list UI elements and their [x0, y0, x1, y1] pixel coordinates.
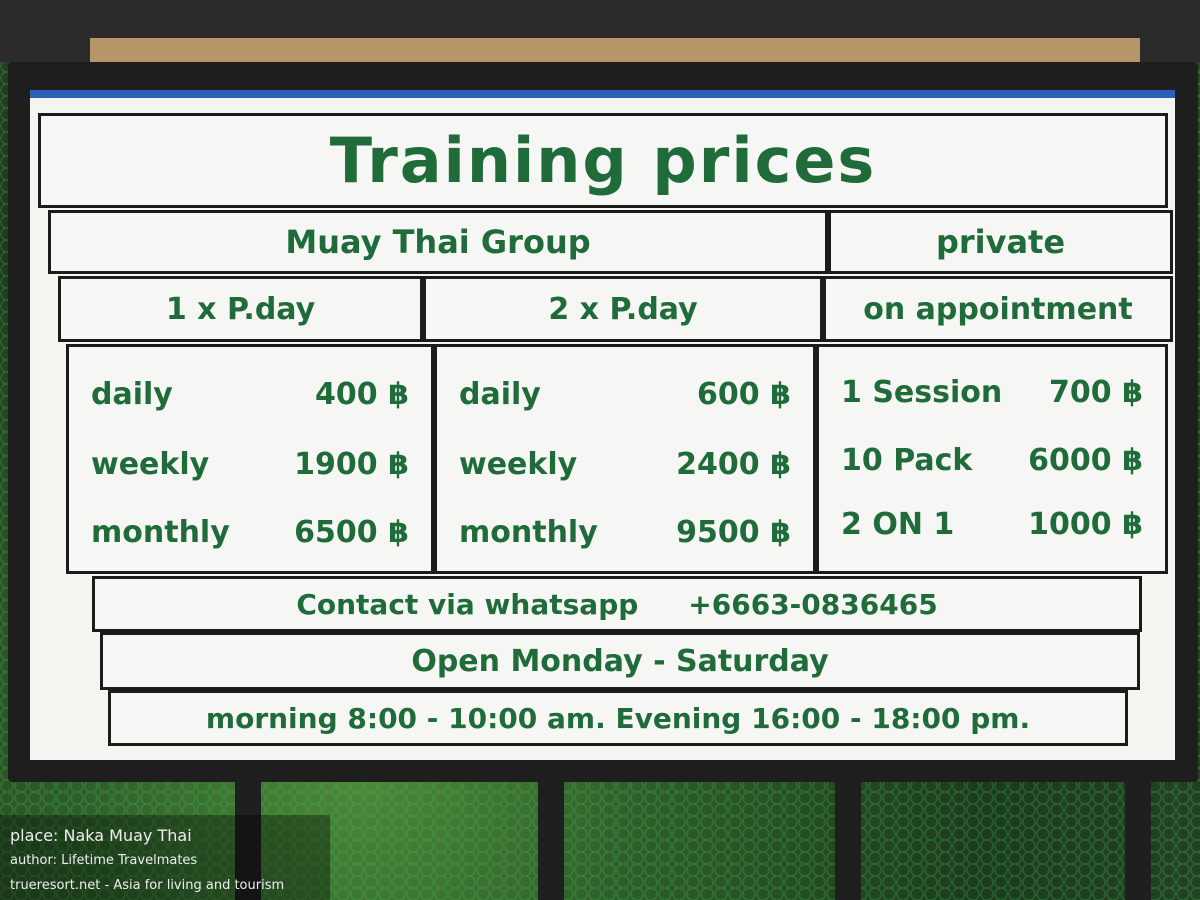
price-value: 6500 ฿	[294, 515, 409, 550]
post	[235, 760, 261, 900]
price-sign: Training prices Muay Thai Group private …	[30, 90, 1175, 760]
price-value: 2400 ฿	[676, 447, 791, 482]
price-label: daily	[91, 377, 173, 412]
post	[835, 760, 861, 900]
price-label: weekly	[459, 447, 578, 482]
price-row: 2 ON 1 1000 ฿	[819, 507, 1165, 542]
col3-header: on appointment	[823, 276, 1173, 342]
contact-label: Contact via whatsapp	[296, 587, 639, 621]
price-row: 1 Session 700 ฿	[819, 375, 1165, 410]
price-value: 600 ฿	[697, 377, 791, 412]
open-days: Open Monday - Saturday	[100, 632, 1140, 690]
opening-hours: morning 8:00 - 10:00 am. Evening 16:00 -…	[108, 690, 1128, 746]
price-row: daily 400 ฿	[69, 377, 431, 412]
price-row: monthly 6500 ฿	[69, 515, 431, 550]
post	[538, 760, 564, 900]
price-row: weekly 1900 ฿	[69, 447, 431, 482]
post	[1125, 760, 1151, 900]
price-label: 10 Pack	[841, 443, 973, 478]
caption-site: trueresort.net - Asia for living and tou…	[10, 878, 285, 893]
group-header: Muay Thai Group	[48, 210, 828, 274]
caption-place: place: Naka Muay Thai	[10, 826, 192, 845]
private-header: private	[828, 210, 1173, 274]
price-label: monthly	[91, 515, 230, 550]
sign-title: Training prices	[38, 113, 1168, 208]
price-value: 400 ฿	[315, 377, 409, 412]
price-label: monthly	[459, 515, 598, 550]
price-row: monthly 9500 ฿	[437, 515, 813, 550]
price-value: 1000 ฿	[1028, 507, 1143, 542]
col3-prices: 1 Session 700 ฿ 10 Pack 6000 ฿ 2 ON 1 1000 …	[816, 344, 1168, 574]
phone-number: +6663-0836465	[688, 587, 938, 621]
col1-prices: daily 400 ฿ weekly 1900 ฿ monthly 6500 ฿	[66, 344, 434, 574]
contact-row: Contact via whatsapp +6663-0836465	[92, 576, 1142, 632]
photo-caption: place: Naka Muay Thai author: Lifetime T…	[0, 815, 330, 900]
price-row: daily 600 ฿	[437, 377, 813, 412]
price-label: 2 ON 1	[841, 507, 955, 542]
price-value: 6000 ฿	[1028, 443, 1143, 478]
col1-header: 1 x P.day	[58, 276, 423, 342]
col2-header: 2 x P.day	[423, 276, 823, 342]
price-value: 700 ฿	[1049, 375, 1143, 410]
price-label: daily	[459, 377, 541, 412]
price-row: weekly 2400 ฿	[437, 447, 813, 482]
caption-author: author: Lifetime Travelmates	[10, 853, 198, 868]
price-value: 1900 ฿	[294, 447, 409, 482]
price-label: 1 Session	[841, 375, 1003, 410]
col2-prices: daily 600 ฿ weekly 2400 ฿ monthly 9500 ฿	[434, 344, 816, 574]
price-row: 10 Pack 6000 ฿	[819, 443, 1165, 478]
price-label: weekly	[91, 447, 210, 482]
price-value: 9500 ฿	[676, 515, 791, 550]
